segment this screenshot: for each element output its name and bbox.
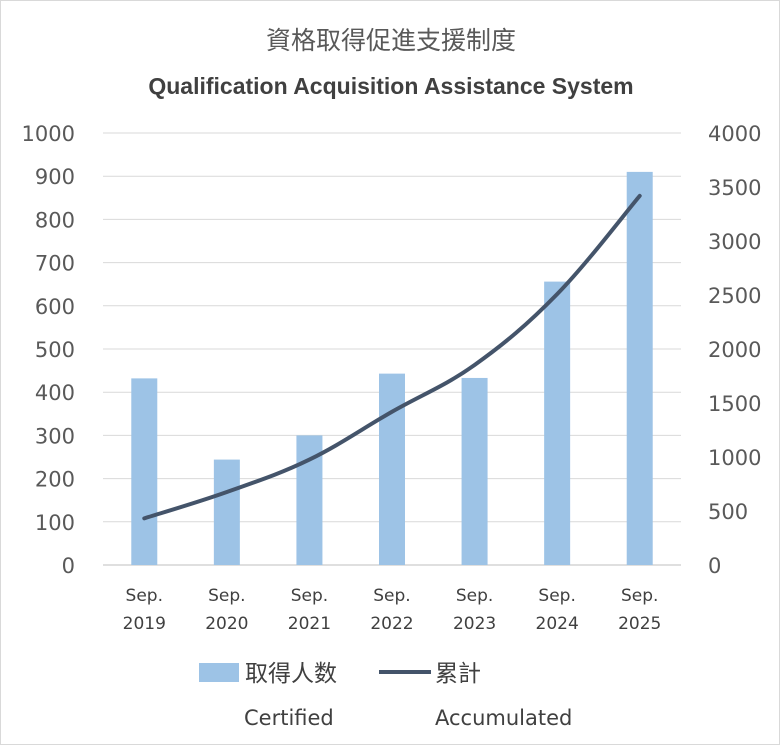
- legend: 取得人数 累計 Certified Accumulated: [199, 661, 572, 730]
- x-tick-label-year: 2020: [205, 614, 248, 634]
- x-tick-label-month: Sep.: [456, 586, 493, 606]
- y-tick-label: 300: [35, 424, 75, 448]
- x-tick-label-month: Sep.: [208, 586, 245, 606]
- y-tick-label: 100: [35, 511, 75, 535]
- legend-line-sublabel: Accumulated: [435, 706, 572, 730]
- y2-tick-label: 3000: [708, 230, 761, 254]
- chart-title: 資格取得促進支援制度: [266, 26, 516, 55]
- accumulated-line: [142, 193, 642, 521]
- y-tick-label: 400: [35, 381, 75, 405]
- x-tick-label-month: Sep.: [291, 586, 328, 606]
- x-tick-label-month: Sep.: [538, 586, 575, 606]
- y2-tick-label: 500: [708, 500, 748, 524]
- y-tick-label: 900: [35, 165, 75, 189]
- y2-tick-label: 1500: [708, 392, 761, 416]
- bar: [379, 373, 405, 565]
- x-tick-label-year: 2021: [288, 614, 331, 634]
- y2-tick-label: 3500: [708, 176, 761, 200]
- y2-tick-label: 2000: [708, 338, 761, 362]
- x-axis: Sep. 2019 Sep. 2020 Sep. 2021 Sep. 2022 Sep. 2023…: [123, 586, 662, 634]
- x-tick-label-year: 2022: [370, 614, 413, 634]
- y2-tick-label: 0: [708, 554, 721, 578]
- legend-bar-sublabel: Certified: [244, 706, 334, 730]
- x-tick-label-month: Sep.: [621, 586, 658, 606]
- chart-subtitle: Qualification Acquisition Assistance Sys…: [148, 73, 633, 99]
- y-tick-label: 1000: [22, 122, 75, 146]
- x-tick-label-year: 2025: [618, 614, 661, 634]
- y-tick-label: 500: [35, 338, 75, 362]
- bar: [626, 171, 653, 565]
- bar: [461, 377, 488, 565]
- legend-bar-swatch: [199, 663, 239, 682]
- y2-tick-label: 4000: [708, 122, 761, 146]
- x-tick-label-year: 2019: [123, 614, 166, 634]
- x-tick-label-year: 2024: [536, 614, 579, 634]
- bar-series: [131, 171, 653, 565]
- line-series: [142, 193, 642, 521]
- y-tick-label: 700: [35, 252, 75, 276]
- legend-bar-label: 取得人数: [245, 661, 337, 687]
- legend-line-label: 累計: [435, 661, 481, 687]
- y-axis-right: 0 500 1000 1500 2000 2500 3000 3500 4000: [708, 122, 761, 578]
- y2-tick-label: 2500: [708, 284, 761, 308]
- y-axis-left: 0 100 200 300 400 500 600 700 800 900 1000: [22, 122, 75, 578]
- y2-tick-label: 1000: [708, 446, 761, 470]
- x-tick-label-month: Sep.: [373, 586, 410, 606]
- x-tick-label-month: Sep.: [126, 586, 163, 606]
- y-tick-label: 800: [35, 208, 75, 232]
- y-tick-label: 0: [62, 554, 75, 578]
- bar: [131, 378, 158, 565]
- x-tick-label-year: 2023: [453, 614, 496, 634]
- bar: [544, 281, 571, 565]
- y-tick-label: 600: [35, 295, 75, 319]
- y-tick-label: 200: [35, 468, 75, 492]
- bar: [213, 459, 240, 565]
